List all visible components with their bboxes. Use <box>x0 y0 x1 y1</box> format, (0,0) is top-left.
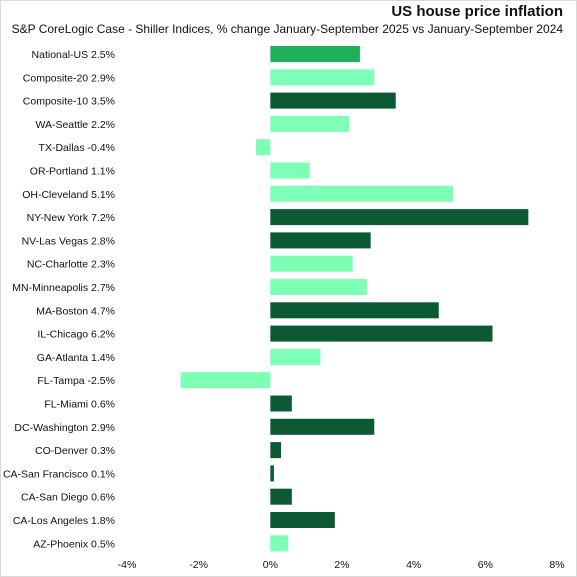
category-label-5: OR-Portland 1.1% <box>30 166 115 178</box>
category-label-13: GA-Atlanta 1.4% <box>37 352 115 364</box>
bar-21 <box>270 535 289 552</box>
bar-4 <box>256 139 271 156</box>
category-label-18: CA-San Francisco 0.1% <box>3 468 115 480</box>
category-label-21: AZ-Phoenix 0.5% <box>33 538 115 550</box>
bar-17 <box>270 442 282 459</box>
category-label-1: Composite-20 2.9% <box>23 72 115 84</box>
x-tick-label-0: -4% <box>118 559 137 571</box>
bar-15 <box>270 395 292 412</box>
category-label-10: MN-Minneapolis 2.7% <box>12 282 115 294</box>
bar-8 <box>270 232 371 249</box>
bar-7 <box>270 209 529 226</box>
category-label-2: Composite-10 3.5% <box>23 96 115 108</box>
bar-0 <box>270 46 360 62</box>
x-tick-label-4: 4% <box>406 559 421 571</box>
x-tick-label-2: 0% <box>263 559 278 571</box>
bar-12 <box>270 325 493 342</box>
bar-6 <box>270 185 454 202</box>
category-label-7: NY-New York 7.2% <box>27 212 115 224</box>
category-label-12: IL-Chicago 6.2% <box>37 329 115 341</box>
bar-16 <box>270 418 375 435</box>
bar-18 <box>270 465 274 482</box>
category-label-8: NV-Las Vegas 2.8% <box>22 235 115 247</box>
bar-14 <box>180 372 271 389</box>
bar-2 <box>270 92 396 109</box>
bar-19 <box>270 488 292 505</box>
category-label-9: NC-Charlotte 2.3% <box>27 259 115 271</box>
category-label-0: National-US 2.5% <box>32 49 115 61</box>
category-label-17: CO-Denver 0.3% <box>35 445 115 457</box>
category-label-14: FL-Tampa -2.5% <box>37 375 115 387</box>
x-tick-label-3: 2% <box>334 559 349 571</box>
category-label-16: DC-Washington 2.9% <box>14 422 115 434</box>
bar-5 <box>270 162 310 179</box>
category-label-4: TX-Dallas -0.4% <box>39 142 115 154</box>
x-tick-label-1: -2% <box>189 559 208 571</box>
category-label-20: CA-Los Angeles 1.8% <box>13 515 115 527</box>
chart-subtitle: S&P CoreLogic Case - Shiller Indices, % … <box>11 22 563 36</box>
x-tick-label-6: 8% <box>549 559 564 571</box>
x-tick-label-5: 6% <box>478 559 493 571</box>
bar-11 <box>270 302 439 319</box>
category-label-11: MA-Boston 4.7% <box>36 305 115 317</box>
category-label-6: OH-Cleveland 5.1% <box>22 189 115 201</box>
bar-13 <box>270 348 321 365</box>
bar-10 <box>270 279 368 295</box>
chart-title: US house price inflation <box>391 3 563 20</box>
bar-9 <box>270 255 353 272</box>
bar-20 <box>270 512 335 528</box>
category-label-3: WA-Seattle 2.2% <box>35 119 115 131</box>
category-label-15: FL-Miami 0.6% <box>44 399 115 411</box>
bar-1 <box>270 69 375 86</box>
category-label-19: CA-San Diego 0.6% <box>21 492 115 504</box>
bar-3 <box>270 115 350 132</box>
